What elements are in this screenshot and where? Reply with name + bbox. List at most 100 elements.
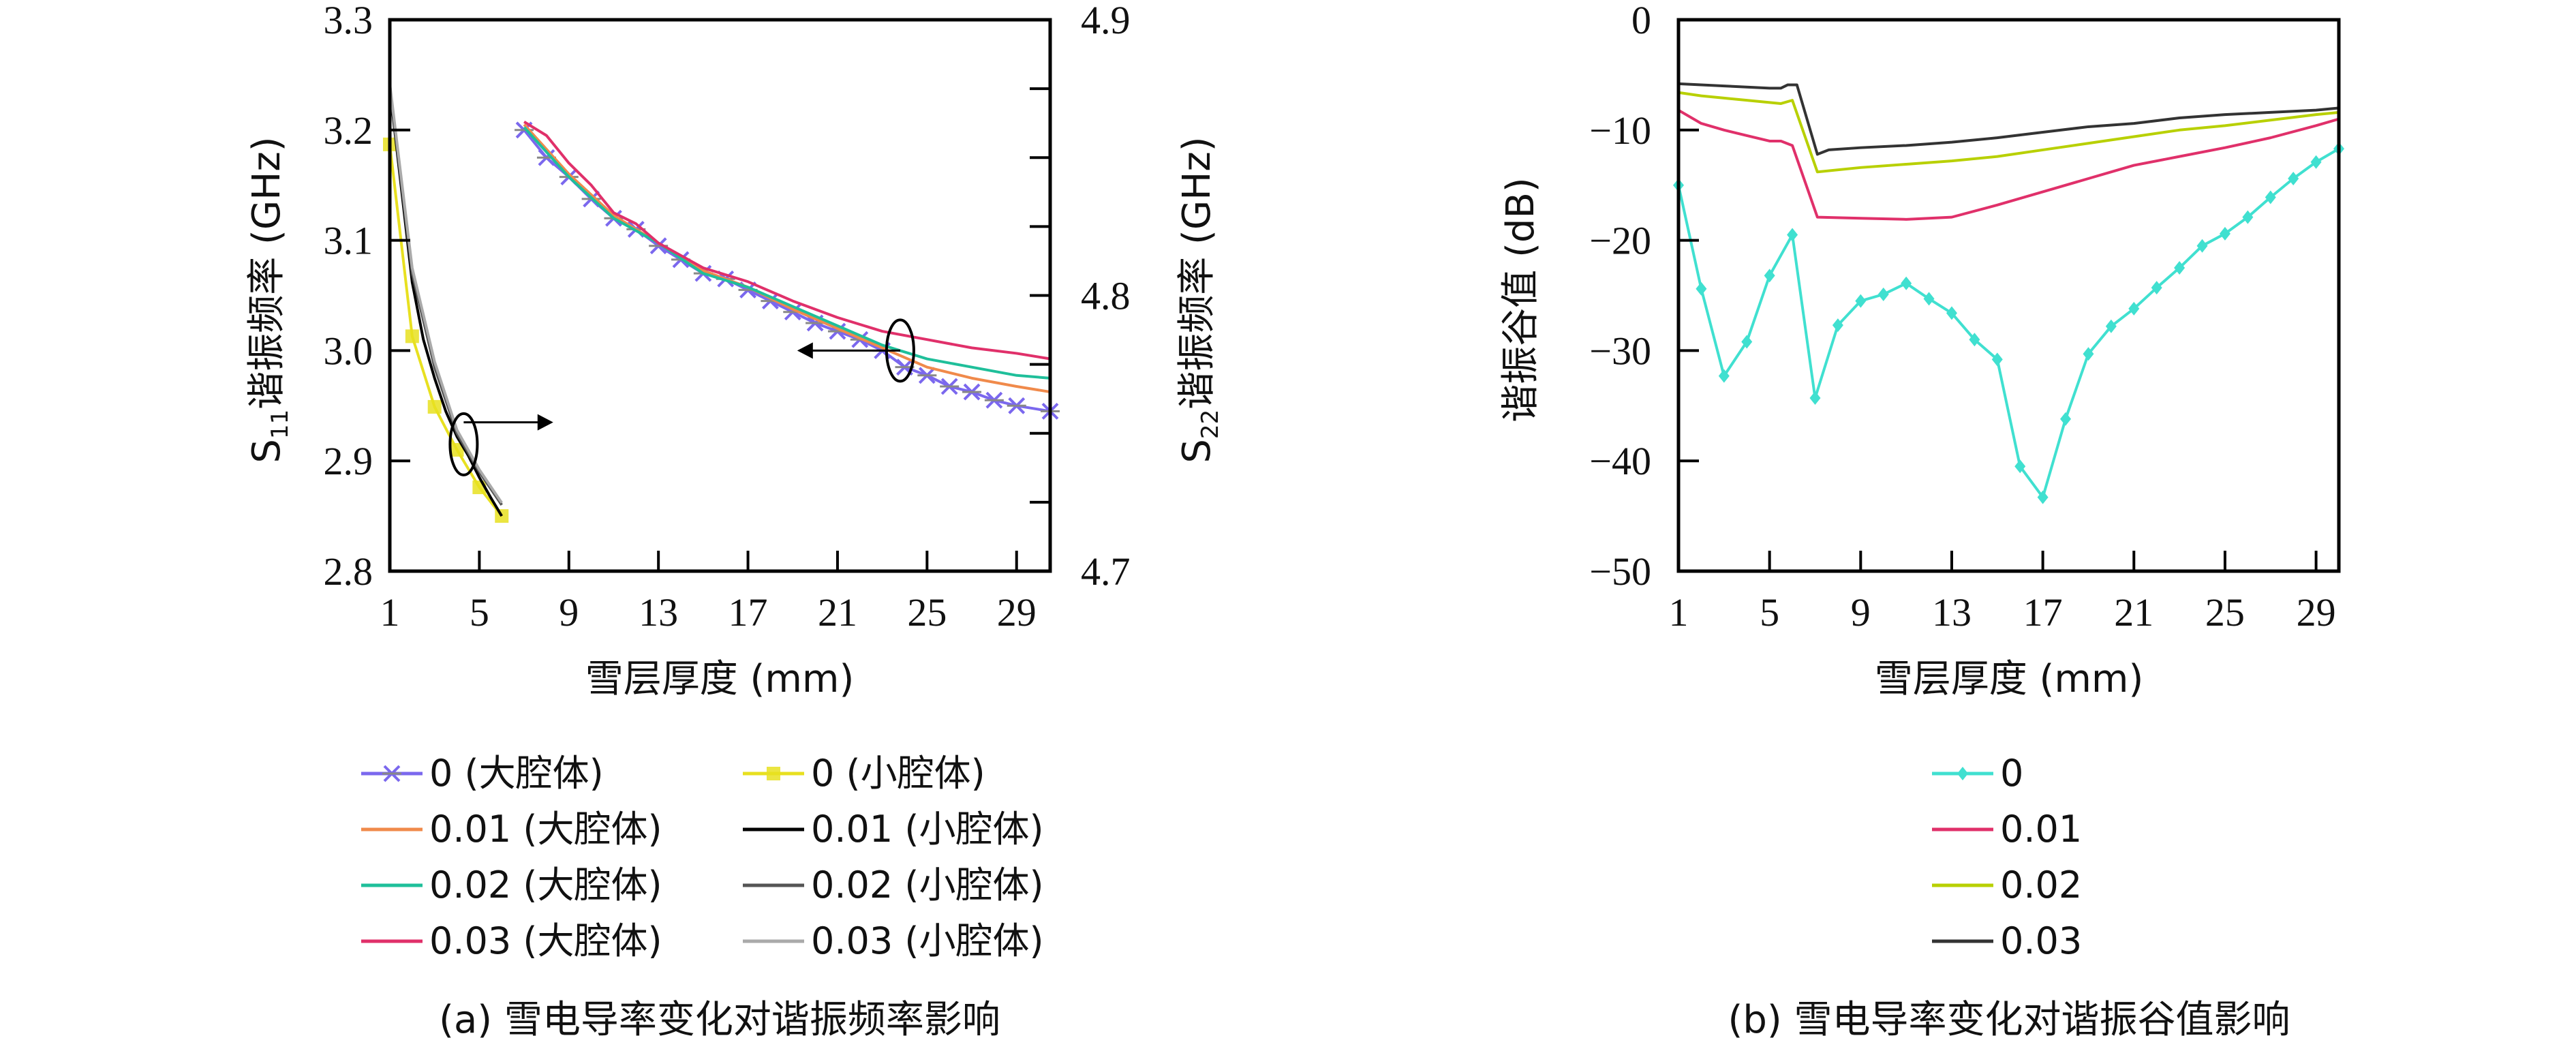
panel-b-data-point xyxy=(1787,228,1798,242)
panel-a-resonant-frequency: 1 5 9 13 17 21 25 29 2.8 2.9 3.0 3.1 3.2 3.3 4.7 4.8 4.9… xyxy=(245,0,1224,1042)
panel-a-data-point xyxy=(427,399,442,414)
panel-b-caption: (b) 雪电导率变化对谐振谷值影响 xyxy=(1728,998,2290,1042)
legend-label: 0 (大腔体) xyxy=(429,752,604,795)
panel-a-x-tick-label: 25 xyxy=(907,590,947,635)
panel-a-left-tick-label: 3.2 xyxy=(324,108,373,153)
panel-a-x-axis-title: 雪层厚度 (mm) xyxy=(585,657,855,701)
panel-b-legend: 0 0.01 0.02 0.03 xyxy=(1932,752,2082,962)
panel-b-series-line xyxy=(1677,147,2340,499)
panel-a-x-tick-label: 9 xyxy=(559,590,579,635)
panel-a-left-tick-label: 3.3 xyxy=(324,0,373,42)
legend-label: 0 (小腔体) xyxy=(811,752,985,795)
panel-a-data-point xyxy=(984,391,1004,409)
panel-a-left-tick-label: 2.9 xyxy=(324,439,373,483)
panel-b-data-point xyxy=(2037,490,2049,504)
panel-b-data-point xyxy=(1855,294,1867,308)
legend-item: 0.02 (小腔体) xyxy=(743,864,1044,906)
panel-a-left-tick-label: 3.0 xyxy=(324,329,373,373)
panel-a-right-tick-label: 4.9 xyxy=(1081,0,1131,42)
panel-b-x-tick-label: 13 xyxy=(1932,590,1972,635)
panel-b-x-tick-label: 25 xyxy=(2205,590,2245,635)
legend-item: 0.03 xyxy=(1932,919,2082,962)
panel-b-data-point xyxy=(2128,301,2140,316)
panel-a-series-line xyxy=(523,126,1051,380)
panel-a-x-tick-label: 17 xyxy=(729,590,768,635)
legend-label: 0.02 (小腔体) xyxy=(811,864,1044,906)
panel-a-right-tick-label: 4.8 xyxy=(1081,274,1131,318)
panel-a-data-point xyxy=(940,378,960,395)
panel-a-series-line xyxy=(388,83,503,504)
panel-b-data-point xyxy=(1764,269,1775,283)
legend-item: 0.02 xyxy=(1932,864,2082,906)
s11-rest: 谐振频率 (GHz) xyxy=(245,136,289,409)
panel-b-series-layer xyxy=(1673,82,2344,504)
panel-b-data-point xyxy=(2196,239,2208,253)
panel-b-data-point xyxy=(1741,335,1753,349)
legend-item: 0 xyxy=(1932,752,2023,795)
panel-b-data-point xyxy=(1696,281,1707,296)
panel-b-data-point xyxy=(2265,190,2276,204)
panel-a-left-tick-label: 3.1 xyxy=(324,219,373,263)
panel-b-x-tick-label: 21 xyxy=(2114,590,2153,635)
legend-label: 0.03 (大腔体) xyxy=(429,919,662,962)
panel-b-data-point xyxy=(1901,276,1912,290)
panel-b-data-point xyxy=(2151,281,2162,295)
panel-a-right-axis-title: S22谐振频率 (GHz) xyxy=(1175,136,1224,463)
panel-a-series-line xyxy=(523,129,1051,413)
panel-a-x-tick-label: 21 xyxy=(818,590,857,635)
panel-b-ticks: 1 5 9 13 17 21 25 29 −50 −40 −30 −20 −10 0 xyxy=(1589,0,2335,635)
legend-label: 0.01 (小腔体) xyxy=(811,808,1044,851)
panel-b-x-tick-label: 29 xyxy=(2297,590,2336,635)
panel-b-series-line xyxy=(1678,82,2340,156)
panel-b-data-point xyxy=(2219,226,2230,241)
panel-a-x-tick-label: 1 xyxy=(380,590,400,635)
panel-a-x-tick-label: 29 xyxy=(997,590,1037,635)
legend-label: 0.01 xyxy=(2000,808,2082,851)
svg-text:S11谐振频率 (GHz): S11谐振频率 (GHz) xyxy=(245,136,294,463)
panel-b-x-tick-label: 9 xyxy=(1851,590,1871,635)
s22-rest: 谐振频率 (GHz) xyxy=(1175,136,1219,409)
panel-b-data-point xyxy=(1946,306,1957,320)
legend-item: 0.03 (小腔体) xyxy=(743,919,1044,962)
legend-marker xyxy=(1957,767,1968,780)
legend-item: 0.02 (大腔体) xyxy=(361,864,662,906)
panel-b-data-point xyxy=(2174,261,2186,275)
panel-b-series-line xyxy=(1678,91,2340,174)
panel-b-plot-frame xyxy=(1676,18,2341,573)
panel-b-data-point xyxy=(2242,210,2254,224)
panel-b-data-point xyxy=(1991,352,2003,367)
panel-b-data-point xyxy=(2014,459,2026,474)
panel-b-x-tick-label: 17 xyxy=(2023,590,2063,635)
panel-b-data-point xyxy=(1923,292,1935,306)
panel-b-data-point xyxy=(1877,287,1889,301)
legend-label: 0.03 (小腔体) xyxy=(811,919,1044,962)
right-arrow-head xyxy=(537,414,553,431)
panel-a-legend: 0 (大腔体) 0 (小腔体) 0.01 (大腔体) 0.01 (小腔体) 0.02 (… xyxy=(361,752,1044,962)
legend-item: 0.01 xyxy=(1932,808,2082,851)
panel-b-y-tick-label: 0 xyxy=(1631,0,1651,42)
panel-b-data-point xyxy=(2060,412,2072,426)
legend-label: 0.02 (大腔体) xyxy=(429,864,662,906)
panel-b-data-point xyxy=(2105,319,2117,333)
panel-b-data-point xyxy=(1718,369,1730,383)
legend-item: 0.01 (小腔体) xyxy=(743,808,1044,851)
panel-a-x-tick-label: 13 xyxy=(639,590,678,635)
panel-b-resonance-valley: 1 5 9 13 17 21 25 29−50−40−30−20−100 谐振谷值 (dB) … xyxy=(1499,0,2344,1042)
panel-a-plot-frame xyxy=(388,18,1052,573)
legend-marker xyxy=(767,767,780,780)
panel-a-series-layer xyxy=(383,83,1060,523)
panel-b-data-point xyxy=(2310,155,2322,169)
panel-a-x-tick-label: 5 xyxy=(470,590,489,635)
panel-b-y-tick-label: −30 xyxy=(1589,329,1651,373)
panel-a-series-line xyxy=(523,123,1051,394)
panel-b-x-axis-title: 雪层厚度 (mm) xyxy=(1875,657,2144,701)
panel-a-data-point xyxy=(962,383,982,401)
panel-a-ticks: 1 5 9 13 17 21 25 29 2.8 2.9 3.0 3.1 3.2 3.3 4.7 4.8 4.9 xyxy=(324,0,1131,635)
panel-a-data-point xyxy=(405,329,419,344)
panel-b-y-tick-label: −20 xyxy=(1589,219,1651,263)
panel-b-y-axis-title: 谐振谷值 (dB) xyxy=(1499,177,1543,422)
s22-main: S xyxy=(1175,439,1219,463)
panel-b-x-tick-label: 5 xyxy=(1760,590,1779,635)
legend-label: 0.03 xyxy=(2000,919,2082,962)
